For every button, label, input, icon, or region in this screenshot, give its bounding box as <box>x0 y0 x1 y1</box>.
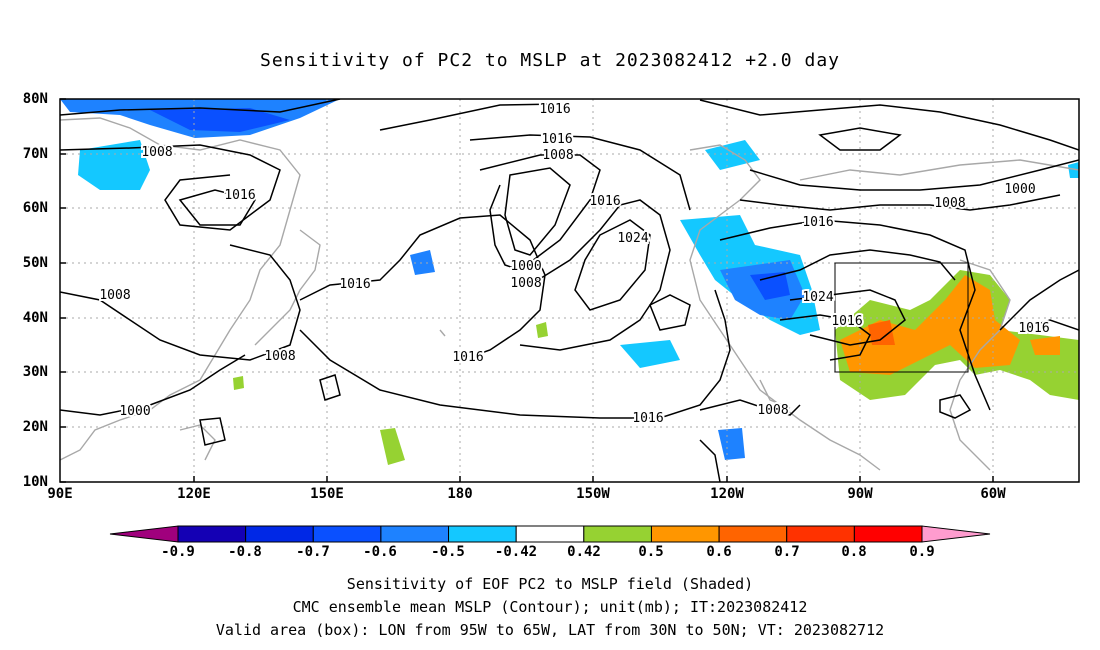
contour-label: 1008 <box>510 276 541 291</box>
caption-line-2: CMC ensemble mean MSLP (Contour); unit(m… <box>292 598 808 616</box>
colorbar-segment <box>583 525 652 543</box>
contour-label: 1016 <box>802 215 833 230</box>
valid-area-box <box>834 262 969 373</box>
lat-label: 70N <box>22 146 48 162</box>
colorbar-label: -0.5 <box>431 544 465 560</box>
caption-line-1: Sensitivity of EOF PC2 to MSLP field (Sh… <box>346 575 754 593</box>
colorbar-label: -0.6 <box>363 544 397 560</box>
axis-ticks <box>60 98 994 483</box>
contour-label: 1000 <box>510 259 541 274</box>
chart-title: Sensitivity of PC2 to MSLP at 2023082412… <box>259 50 840 71</box>
colorbar-segment <box>380 525 450 543</box>
lon-label: 150E <box>310 486 344 502</box>
colorbar-label: -0.7 <box>296 544 330 560</box>
contour-label: 1008 <box>934 196 965 211</box>
colorbar-segment <box>650 525 720 543</box>
shading-positive <box>233 270 1079 465</box>
colorbar-label: 0.6 <box>706 544 732 560</box>
contour-label: 1000 <box>119 404 150 419</box>
colorbar-segment <box>515 525 585 543</box>
lon-label: 150W <box>576 486 610 502</box>
lon-label: 120W <box>710 486 744 502</box>
shading-negative <box>60 99 1079 460</box>
colorbar <box>109 525 991 543</box>
mslp-contours <box>60 99 1079 482</box>
colorbar-segment <box>448 525 517 543</box>
contour-label: 1016 <box>452 350 483 365</box>
colorbar-label: 0.42 <box>567 544 601 560</box>
colorbar-segment <box>853 525 923 543</box>
colorbar-high-extend <box>921 525 991 543</box>
colorbar-label: -0.9 <box>161 544 195 560</box>
plot-frame <box>59 98 1080 483</box>
colorbar-label: -0.8 <box>228 544 262 560</box>
lat-label: 50N <box>22 255 48 271</box>
contour-label: 1016 <box>589 194 620 209</box>
contour-label: 1016 <box>541 132 572 147</box>
colorbar-segment <box>177 525 247 543</box>
contour-label: 1008 <box>757 403 788 418</box>
contour-label: 1008 <box>141 145 172 160</box>
contour-label: 1000 <box>1004 182 1035 197</box>
lat-label: 30N <box>22 364 48 380</box>
colorbar-low-extend <box>109 525 179 543</box>
contour-label: 1016 <box>1018 321 1049 336</box>
contour-labels: 1016 1016 1008 1008 1016 1016 1024 1000 … <box>97 100 1051 428</box>
colorbar-segment <box>718 525 788 543</box>
lat-label: 60N <box>22 200 48 216</box>
contour-label: 1016 <box>539 102 570 117</box>
contour-label: 1016 <box>224 188 255 203</box>
lon-label: 120E <box>177 486 211 502</box>
lat-label: 80N <box>22 91 48 107</box>
lat-label: 40N <box>22 310 48 326</box>
colorbar-label: 0.9 <box>909 544 935 560</box>
lon-label: 180 <box>447 486 473 502</box>
contour-label: 1016 <box>632 411 663 426</box>
colorbar-segment <box>786 525 855 543</box>
contour-label: 1024 <box>802 290 833 305</box>
colorbar-label: 0.5 <box>638 544 664 560</box>
colorbar-segment <box>245 525 314 543</box>
lat-label: 20N <box>22 419 48 435</box>
lon-label: 90W <box>847 486 873 502</box>
contour-label: 1008 <box>264 349 295 364</box>
contour-label: 1024 <box>617 231 648 246</box>
contour-label: 1008 <box>99 288 130 303</box>
contour-label: 1016 <box>831 314 862 329</box>
colorbar-label: -0.42 <box>494 544 538 560</box>
colorbar-label: 0.8 <box>841 544 867 560</box>
colorbar-label: 0.7 <box>774 544 800 560</box>
contour-label: 1016 <box>339 277 370 292</box>
lon-label: 90E <box>47 486 73 502</box>
caption-line-3: Valid area (box): LON from 95W to 65W, L… <box>215 621 885 639</box>
lat-label: 10N <box>22 474 48 490</box>
colorbar-segment <box>312 525 382 543</box>
contour-label: 1008 <box>542 148 573 163</box>
lon-label: 60W <box>980 486 1006 502</box>
